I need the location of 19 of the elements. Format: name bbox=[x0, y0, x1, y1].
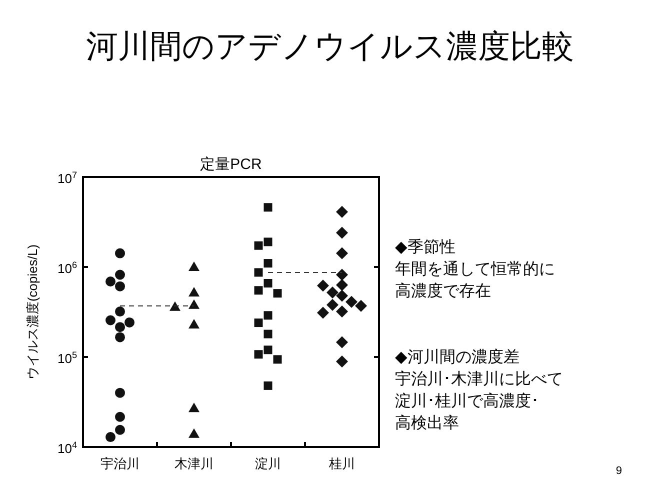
text: 年間を通して恒常的に bbox=[395, 260, 555, 278]
text: 高濃度で存在 bbox=[395, 282, 491, 300]
y-tick-label: 10$^{5}$ bbox=[57, 350, 77, 366]
text: 高検出率 bbox=[395, 414, 459, 432]
y-axis-title: ウイルス濃度(copies/L) bbox=[25, 244, 40, 380]
chart-subtitle: 定量PCR bbox=[200, 156, 262, 173]
text: 宇治川･木津川に比べて bbox=[395, 370, 563, 388]
text: 淀川･桂川で高濃度･ bbox=[395, 392, 539, 410]
text: ◆季節性 bbox=[395, 238, 456, 256]
y-tick-label: 10$^{6}$ bbox=[57, 260, 77, 276]
y-tick-label: 10$^{7}$ bbox=[57, 170, 77, 186]
chart-title: 河川間のアデノウイルス濃度比較 bbox=[86, 28, 574, 64]
text: ◆河川間の濃度差 bbox=[395, 348, 520, 366]
x-tick-label: 木津川 bbox=[174, 456, 214, 471]
x-tick-label: 宇治川 bbox=[100, 456, 140, 471]
x-tick-label: 桂川 bbox=[328, 456, 355, 471]
text: 9 bbox=[616, 465, 622, 477]
y-tick-label: 10$^{4}$ bbox=[57, 440, 77, 456]
x-tick-label: 淀川 bbox=[255, 456, 281, 471]
